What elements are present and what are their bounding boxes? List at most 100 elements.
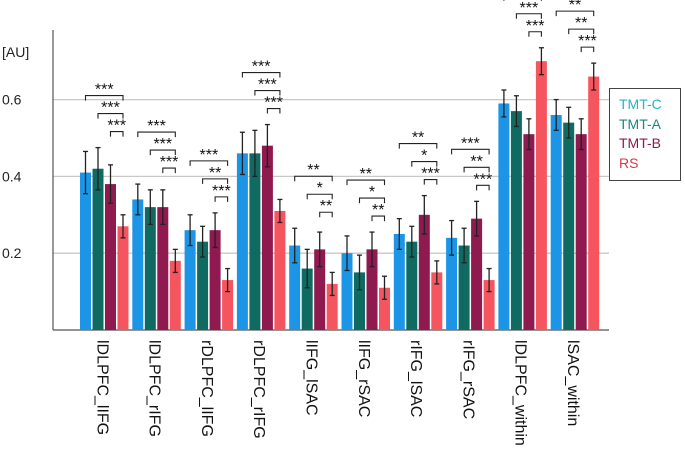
x-tick-label: lDLPFC_lIFG: [93, 340, 110, 435]
significance-label: ***: [258, 77, 277, 94]
significance-bracket: [97, 113, 124, 119]
bar: [184, 230, 196, 330]
significance-label: **: [360, 166, 372, 183]
significance-bracket: [109, 131, 124, 137]
significance-bracket: [84, 95, 124, 101]
bar: [446, 237, 458, 330]
significance-label: ***: [95, 82, 114, 99]
legend-item-rs: RS: [619, 154, 639, 171]
bar: [523, 134, 535, 330]
significance-bracket: [580, 46, 595, 53]
bar: [563, 122, 575, 330]
bar: [354, 272, 365, 330]
significance-bracket: [358, 197, 386, 204]
significance-label: **: [372, 202, 384, 219]
significance-bracket: [555, 10, 595, 17]
bar: [366, 249, 378, 330]
bar: [471, 218, 483, 330]
significance-bracket: [371, 215, 386, 222]
significance-label: ***: [421, 166, 440, 183]
bar: [393, 234, 405, 330]
significance-label: ***: [212, 183, 231, 200]
bar: [144, 207, 156, 330]
significance-bracket: [162, 167, 176, 174]
significance-bracket: [306, 193, 333, 200]
bar: [261, 145, 273, 330]
bar: [209, 230, 221, 330]
significance-label: ***: [526, 18, 545, 35]
significance-bracket: [254, 90, 281, 96]
bar: [379, 287, 390, 330]
significance-label: ***: [474, 171, 493, 188]
bar: [483, 280, 495, 330]
bar: [510, 111, 522, 331]
bar: [92, 168, 104, 330]
significance-label: ***: [200, 147, 219, 164]
significance-bracket: [423, 179, 438, 185]
bar: [588, 76, 600, 330]
significance-label: ***: [461, 135, 480, 152]
x-tick-label: lDLPFC_rIFG: [146, 340, 163, 437]
bar: [301, 268, 313, 330]
significance-bracket: [189, 160, 229, 166]
significance-bracket: [149, 149, 176, 156]
bar: [431, 272, 443, 330]
significance-label: ***: [153, 136, 172, 153]
y-tick-label: 0.2: [2, 245, 22, 261]
bar: [418, 214, 430, 330]
significance-label: **: [470, 153, 482, 170]
significance-label: *: [369, 184, 375, 201]
bar: [458, 245, 470, 330]
bar: [341, 253, 353, 330]
significance-label: ***: [252, 59, 271, 76]
significance-bracket: [202, 178, 229, 184]
significance-bracket: [319, 211, 333, 218]
significance-bracket: [294, 175, 333, 182]
bar: [222, 280, 234, 330]
bar: [157, 207, 169, 330]
significance-bracket: [241, 72, 281, 78]
significance-label: ***: [160, 154, 179, 171]
bar: [169, 260, 181, 330]
bar: [326, 283, 338, 330]
bar: [535, 61, 547, 330]
significance-bracket: [568, 28, 595, 35]
significance-bracket: [463, 166, 490, 173]
significance-label: **: [575, 15, 587, 32]
significance-bracket: [528, 31, 542, 37]
bar: [132, 199, 144, 330]
significance-label: ***: [101, 100, 120, 117]
bar: [575, 134, 587, 330]
bar: [550, 114, 562, 331]
significance-bracket: [214, 196, 229, 202]
significance-bracket: [515, 13, 542, 19]
significance-label: **: [307, 162, 319, 179]
significance-bracket: [451, 148, 490, 155]
bar: [249, 153, 261, 330]
significance-label: *: [421, 148, 427, 165]
bar: [80, 172, 91, 330]
y-axis-label: [AU]: [2, 44, 29, 60]
x-tick-label: rDLPFC_rIFG: [250, 340, 267, 439]
x-tick-label: rIFG_lSAC: [407, 340, 424, 417]
significance-bracket: [266, 108, 281, 114]
significance-label: **: [412, 130, 424, 147]
significance-bracket: [346, 179, 386, 186]
x-tick-label: rIFG_rSAC: [459, 340, 476, 419]
legend-item-tmt-c: TMT-C: [619, 96, 662, 112]
legend-item-tmt-a: TMT-A: [619, 115, 661, 132]
bar: [105, 184, 116, 330]
bar: [274, 210, 286, 330]
bar: [117, 226, 129, 330]
significance-label: **: [209, 165, 221, 182]
x-tick-label: lSAC_within: [564, 340, 581, 426]
bar: [197, 241, 209, 330]
bar: [236, 153, 248, 330]
y-tick-label: 0.6: [2, 92, 22, 108]
x-tick-label: lIFG_lSAC: [302, 340, 319, 416]
significance-label: **: [569, 0, 581, 14]
y-tick-label: 0.4: [2, 168, 22, 184]
significance-label: ***: [107, 118, 126, 135]
significance-bracket: [398, 143, 438, 149]
